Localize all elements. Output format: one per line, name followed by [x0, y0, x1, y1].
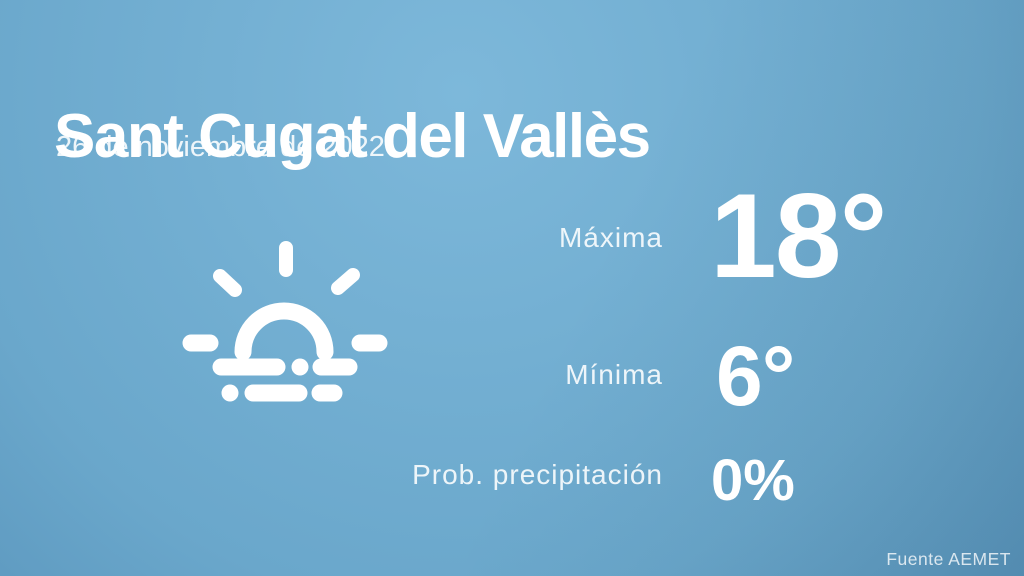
metric-value-minima: 6° [716, 329, 795, 423]
metric-label-maxima: Máxima [558, 222, 663, 253]
page-title: Sant Cugat del Vallès [54, 101, 651, 171]
metric-label-minima: Mínima [565, 359, 663, 390]
sun-arc-and-haze [182, 302, 388, 402]
date-label: 26 de noviembre de 2022 [56, 131, 385, 163]
source-credit: Fuente AEMET [886, 549, 1011, 569]
sun-haze-icon [182, 241, 388, 402]
metric-value-maxima: 18° [710, 169, 887, 303]
metric-label-precipitation: Prob. precipitación [412, 459, 663, 490]
sun-rays [213, 241, 360, 297]
metric-value-precipitation: 0% [711, 448, 795, 513]
haze-dots [221, 358, 309, 402]
